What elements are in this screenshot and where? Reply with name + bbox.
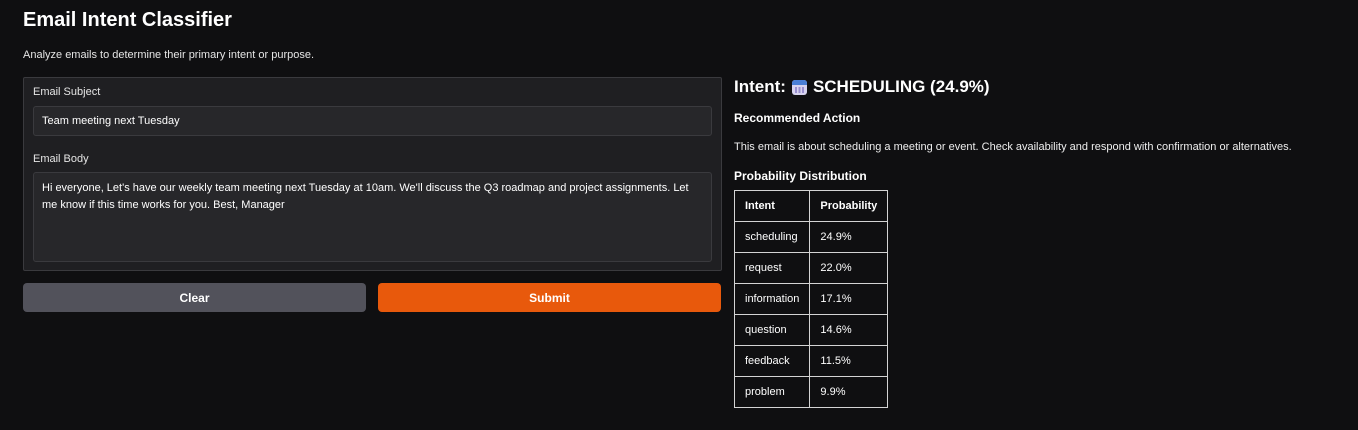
header-probability: Probability xyxy=(809,190,889,222)
intent-cell: problem xyxy=(733,376,811,408)
table-row: feedback 11.5% xyxy=(733,345,889,377)
probability-cell: 9.9% xyxy=(809,376,889,408)
intent-cell: question xyxy=(733,314,811,346)
intent-result: Intent: SCHEDULING (24.9%) xyxy=(734,77,990,97)
intent-cell: information xyxy=(733,283,811,315)
page-subtitle: Analyze emails to determine their primar… xyxy=(23,49,315,61)
table-row: question 14.6% xyxy=(733,314,889,346)
probability-cell: 11.5% xyxy=(809,345,889,377)
email-form-panel: Email Subject Team meeting next Tuesday … xyxy=(23,77,722,271)
page-title: Email Intent Classifier xyxy=(23,9,232,31)
table-row: problem 9.9% xyxy=(733,376,889,408)
intent-prefix: Intent: xyxy=(734,77,786,96)
probability-cell: 14.6% xyxy=(809,314,889,346)
intent-cell: request xyxy=(733,252,811,284)
table-row: information 17.1% xyxy=(733,283,889,315)
table-header-row: Intent Probability xyxy=(733,190,889,222)
intent-cell: scheduling xyxy=(733,221,811,253)
header-intent: Intent xyxy=(733,190,811,222)
probability-cell: 22.0% xyxy=(809,252,889,284)
table-row: scheduling 24.9% xyxy=(733,221,889,253)
recommended-action-heading: Recommended Action xyxy=(734,111,861,125)
subject-input[interactable]: Team meeting next Tuesday xyxy=(33,106,712,136)
submit-button[interactable]: Submit xyxy=(378,283,721,312)
recommended-action-text: This email is about scheduling a meeting… xyxy=(734,141,1292,153)
probability-cell: 17.1% xyxy=(809,283,889,315)
body-textarea[interactable]: Hi everyone, Let's have our weekly team … xyxy=(33,172,712,262)
subject-label: Email Subject xyxy=(33,86,101,98)
table-row: request 22.0% xyxy=(733,252,889,284)
calendar-icon xyxy=(791,79,807,95)
probability-table: Intent Probability scheduling 24.9% reques… xyxy=(733,190,889,408)
probability-distribution-heading: Probability Distribution xyxy=(734,169,867,183)
intent-cell: feedback xyxy=(733,345,811,377)
body-label: Email Body xyxy=(33,153,89,165)
clear-button[interactable]: Clear xyxy=(23,283,366,312)
probability-cell: 24.9% xyxy=(809,221,889,253)
intent-value: SCHEDULING (24.9%) xyxy=(812,77,990,96)
